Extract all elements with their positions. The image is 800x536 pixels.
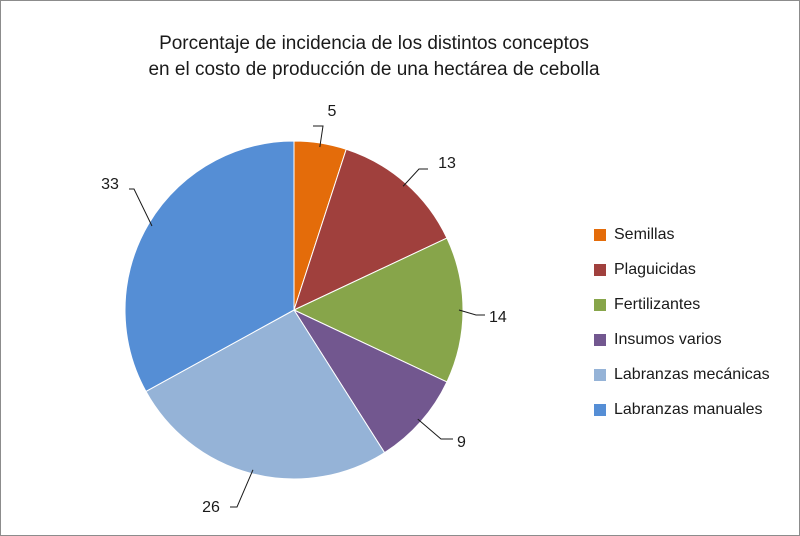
legend-label: Semillas	[614, 225, 675, 243]
leader-line	[129, 188, 153, 227]
leader-line	[313, 125, 324, 148]
chart-title-line-2: en el costo de producción de una hectáre…	[148, 59, 600, 80]
legend-label: Fertilizantes	[614, 295, 701, 313]
pie-slice-labranzas-mecánicas	[145, 309, 386, 480]
data-label: 9	[457, 434, 466, 451]
data-label: 13	[438, 155, 456, 172]
legend-item: Insumos varios	[594, 322, 770, 357]
legend-label: Plaguicidas	[614, 260, 696, 278]
legend: Semillas Plaguicidas Fertilizantes Insumos …	[594, 217, 770, 427]
chart-title-line-1: Porcentaje de incidencia de los distinto…	[159, 33, 589, 54]
legend-item: Fertilizantes	[594, 287, 770, 322]
data-label: 14	[489, 309, 507, 326]
data-label: 26	[202, 499, 220, 516]
leader-line	[402, 168, 428, 187]
leader-line	[458, 309, 485, 316]
pie-slice-fertilizantes	[292, 237, 464, 383]
legend-swatch	[594, 298, 606, 311]
pie-slice-labranzas-manuales	[124, 140, 295, 393]
data-label: 33	[101, 176, 119, 193]
legend-label: Insumos varios	[614, 330, 722, 348]
legend-item: Labranzas manuales	[594, 392, 770, 427]
chart-title: Porcentaje de incidencia de los distinto…	[1, 31, 747, 83]
data-label: 5	[328, 103, 337, 120]
legend-item: Plaguicidas	[594, 252, 770, 287]
legend-swatch	[594, 403, 606, 416]
legend-label: Labranzas manuales	[614, 400, 763, 418]
leader-line	[230, 469, 254, 508]
leader-line	[417, 418, 453, 440]
legend-swatch	[594, 228, 606, 241]
legend-swatch	[594, 333, 606, 346]
legend-swatch	[594, 368, 606, 381]
legend-swatch	[594, 263, 606, 276]
legend-label: Labranzas mecánicas	[614, 365, 770, 383]
legend-item: Labranzas mecánicas	[594, 357, 770, 392]
legend-item: Semillas	[594, 217, 770, 252]
